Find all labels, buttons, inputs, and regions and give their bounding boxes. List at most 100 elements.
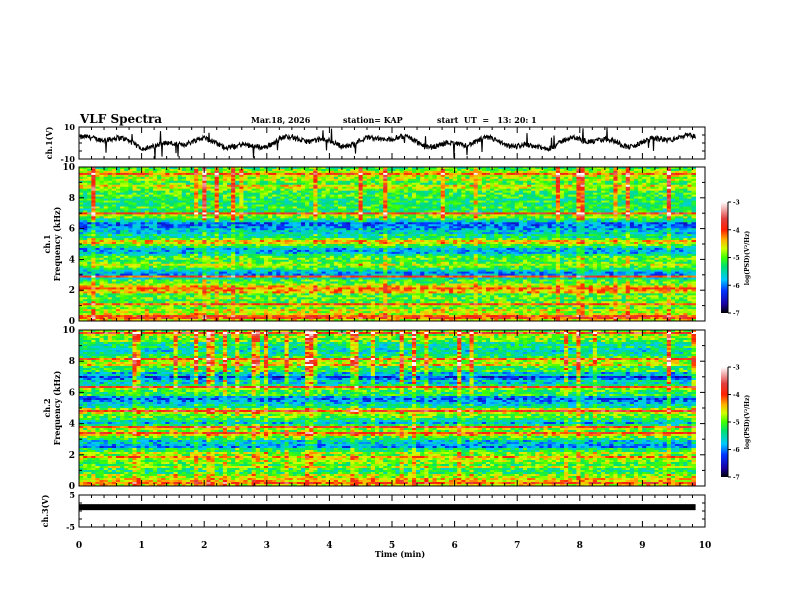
spectrogram-cell	[276, 170, 281, 174]
spectrogram-cell	[263, 184, 269, 188]
spectrogram-cell	[157, 167, 162, 170]
spectrogram-cell	[218, 178, 224, 182]
spectrogram-cell	[559, 168, 565, 172]
spectrogram-cell	[424, 180, 429, 184]
spectrogram-cell	[189, 167, 195, 170]
spectrogram-cell	[601, 178, 606, 182]
spectrogram-cell	[675, 184, 680, 188]
spectrogram-cell	[527, 178, 532, 182]
spectrogram-cell	[527, 176, 532, 180]
spectrogram-cell	[325, 172, 331, 176]
spectrogram-cell	[107, 184, 113, 188]
spectrogram-cell	[231, 184, 236, 188]
spectrogram-cell	[333, 184, 339, 188]
spectrogram-cell	[687, 172, 692, 176]
spectrogram-cell	[469, 176, 475, 180]
spectrogram-cell	[337, 168, 343, 172]
spectrogram-cell	[510, 178, 516, 182]
spectrogram-cell	[477, 170, 483, 174]
spectrogram-cell	[416, 168, 421, 172]
spectrogram-cell	[621, 180, 627, 184]
spectrogram-cell	[189, 174, 195, 178]
spectrogram-cell	[391, 176, 396, 180]
spectrogram-cell	[140, 178, 146, 182]
spectrogram-cell	[173, 178, 179, 182]
spectrogram-cell	[675, 188, 680, 192]
spectrogram-cell	[662, 178, 668, 182]
spectrogram-cell	[551, 167, 557, 170]
spectrogram-cell	[272, 188, 277, 192]
spectrogram-cell	[666, 176, 672, 180]
spectrogram-cell	[559, 188, 565, 192]
spectrogram-cell	[198, 178, 203, 182]
spectrogram-cell	[157, 182, 162, 186]
spectrogram-cell	[309, 184, 314, 188]
spectrogram-cell	[366, 178, 372, 182]
spectrogram-cell	[691, 182, 697, 186]
spectrogram-cell	[218, 172, 224, 176]
spectrogram-cell	[477, 172, 483, 176]
spectrogram-cell	[309, 180, 314, 184]
spectrogram-cell	[272, 184, 277, 188]
spectrogram-cell	[448, 180, 454, 184]
spectrogram-cell	[596, 176, 602, 180]
spectrogram-cell	[189, 180, 195, 184]
spectrogram-cell	[148, 180, 154, 184]
spectrogram-cell	[444, 178, 450, 182]
spectrogram-cell	[259, 170, 265, 174]
spectrogram-cell	[387, 184, 392, 188]
spectrogram-cell	[531, 172, 536, 176]
spectrogram-cell	[424, 188, 429, 192]
spectrogram-cell	[617, 168, 623, 172]
spectrogram-cell	[83, 174, 88, 178]
spectrogram-cell	[251, 174, 257, 178]
spectrogram-cell	[436, 172, 442, 176]
spectrogram-cell	[654, 170, 660, 174]
spectrogram-cell	[91, 176, 96, 180]
spectrogram-cell	[494, 188, 499, 192]
spectrogram-cell	[337, 186, 343, 190]
spectrogram-cell	[407, 167, 413, 170]
spectrogram-cell	[420, 186, 425, 190]
spectrogram-cell	[683, 188, 688, 192]
spectrogram-cell	[333, 170, 339, 174]
spectrogram-cell	[391, 168, 396, 172]
spectrogram-cell	[592, 180, 598, 184]
spectrogram-cell	[457, 178, 462, 182]
spectrogram-cell	[646, 180, 651, 184]
spectrogram-cell	[683, 170, 688, 174]
spectrogram-cell	[432, 180, 438, 184]
spectrogram-cell	[621, 167, 627, 170]
spectrogram-cell	[539, 184, 544, 188]
spectrogram-cell	[559, 174, 565, 178]
spectrogram-cell	[79, 188, 84, 192]
spectrogram-cell	[679, 188, 684, 192]
spectrogram-cell	[494, 170, 499, 174]
spectrogram-cell	[559, 186, 565, 190]
spectrogram-cell	[642, 168, 647, 172]
spectrogram-cell	[173, 168, 179, 172]
spectrogram-cell	[514, 186, 520, 190]
spectrogram-cell	[268, 188, 273, 192]
spectrogram-cell	[605, 182, 610, 186]
spectrogram-cell	[432, 190, 438, 194]
spectrogram-cell	[177, 186, 183, 190]
spectrogram-cell	[148, 168, 154, 172]
spectrogram-cell	[362, 184, 368, 188]
spectrogram-cell	[202, 188, 207, 192]
spectrogram-cell	[366, 168, 372, 172]
spectrogram-cell	[444, 176, 450, 180]
spectrogram-cell	[675, 174, 680, 178]
spectrogram-cell	[601, 174, 606, 178]
spectrogram-cell	[218, 186, 224, 190]
spectrogram-cell	[675, 167, 680, 170]
spectrogram-cell	[325, 178, 331, 182]
spectrogram-cell	[226, 184, 232, 188]
spectrogram-cell	[555, 182, 561, 186]
spectrogram-cell	[194, 188, 199, 192]
spectrogram-cell	[120, 190, 125, 194]
spectrogram-cell	[605, 186, 610, 190]
spectrogram-cell	[522, 174, 528, 178]
spectrogram-cell	[288, 184, 294, 188]
spectrogram-cell	[518, 178, 524, 182]
